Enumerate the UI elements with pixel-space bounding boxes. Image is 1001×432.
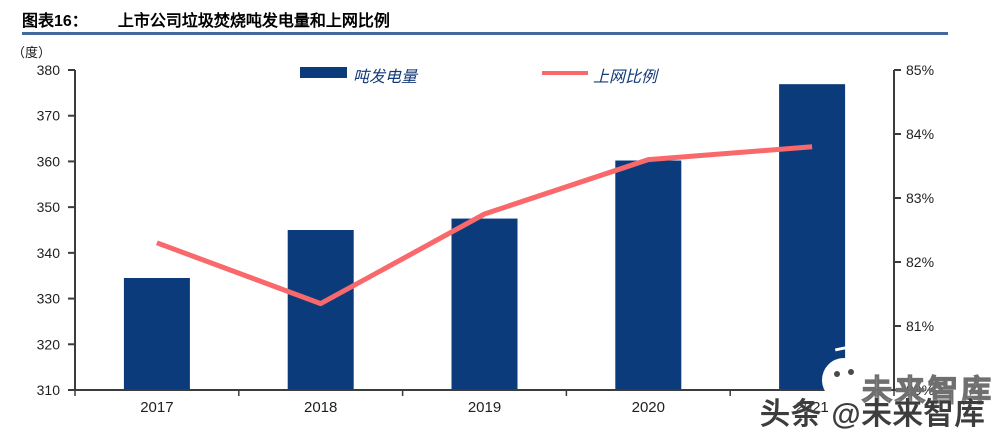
right-axis-tick-label: 80% <box>906 382 934 398</box>
bar-2020 <box>615 160 682 390</box>
chart-legend: 吨发电量 上网比例 <box>0 63 1001 86</box>
line-legend-swatch <box>542 71 588 75</box>
x-axis-label-2019: 2019 <box>468 399 501 416</box>
right-axis-tick-label: 81% <box>906 318 934 334</box>
left-axis-tick-label: 380 <box>37 62 61 78</box>
icon-eye <box>848 369 854 375</box>
left-axis-tick-label: 350 <box>37 199 61 215</box>
figure-header: 图表16： 上市公司垃圾焚烧吨发电量和上网比例 <box>22 7 962 31</box>
right-axis-tick-label: 85% <box>906 62 934 78</box>
left-axis-unit-label: （度） <box>12 45 52 60</box>
watermark-solid-text: 头条 @未来智库 <box>760 398 986 431</box>
grid-ratio-line <box>156 144 813 307</box>
right-axis-tick-label: 82% <box>906 254 934 270</box>
watermark-outline-text: 未来智库 <box>861 374 994 408</box>
bar-2021 <box>779 84 846 391</box>
x-axis-label-2020: 2020 <box>632 399 665 416</box>
title-underline <box>22 32 948 35</box>
x-axis-label-2017: 2017 <box>140 399 173 416</box>
left-axis-tick-label: 330 <box>37 291 61 307</box>
chat-face-icon <box>821 358 866 403</box>
bar-legend-swatch <box>300 67 347 78</box>
left-axis-tick-label: 370 <box>37 108 61 124</box>
x-axis-label-2021: 2021 <box>795 399 828 416</box>
left-axis-tick-label: 320 <box>37 336 61 352</box>
right-axis-tick-label: 84% <box>906 126 934 142</box>
bar-2018 <box>287 230 354 390</box>
bar-2017 <box>123 278 190 390</box>
left-axis-tick-label: 360 <box>37 153 61 169</box>
left-axis-tick-label: 310 <box>37 382 61 398</box>
line-legend-label: 上网比例 <box>593 69 658 86</box>
bar-legend-label: 吨发电量 <box>353 69 418 86</box>
bar-2019 <box>451 218 518 390</box>
right-axis-tick-label: 83% <box>906 190 934 206</box>
figure-title: 上市公司垃圾焚烧吨发电量和上网比例 <box>117 13 390 30</box>
icon-eye <box>834 371 840 377</box>
x-axis-label-2018: 2018 <box>304 399 337 416</box>
left-axis-tick-label: 340 <box>37 245 61 261</box>
figure-number: 图表16： <box>22 13 88 30</box>
